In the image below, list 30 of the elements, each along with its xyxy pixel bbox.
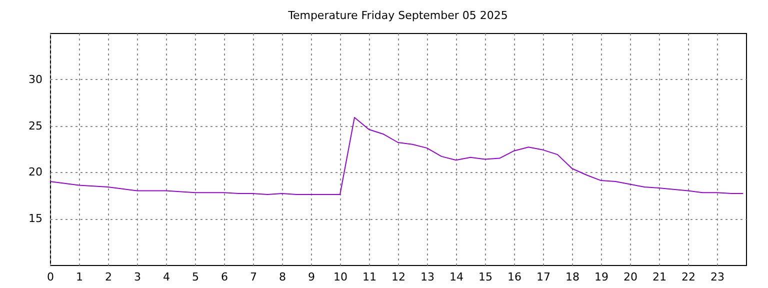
chart-title: Temperature Friday September 05 2025 [287, 9, 508, 22]
y-tick-label: 15 [28, 212, 42, 226]
x-tick-label: 14 [450, 270, 464, 284]
x-tick-label: 4 [163, 270, 170, 284]
x-tick-label: 13 [420, 270, 434, 284]
x-tick-label: 10 [334, 270, 348, 284]
line-series [50, 116, 744, 195]
x-tick-label: 21 [652, 270, 666, 284]
x-tick-label: 15 [478, 270, 492, 284]
x-tick-label: 23 [710, 270, 724, 284]
x-tick-label: 6 [221, 270, 228, 284]
y-tick-label: 30 [28, 72, 42, 86]
x-tick-label: 1 [76, 270, 83, 284]
x-tick-label: 17 [536, 270, 550, 284]
y-tick-label: 20 [28, 166, 42, 179]
x-tick-label: 9 [308, 270, 315, 284]
x-tick-label: 22 [682, 270, 696, 284]
x-tick-label: 8 [279, 270, 286, 284]
x-tick-label: 7 [250, 270, 257, 284]
x-tick-label: 0 [47, 270, 54, 284]
x-tick-label: 11 [362, 270, 376, 284]
x-tick-label: 20 [624, 270, 638, 284]
x-tick-label: 16 [508, 270, 522, 284]
x-tick-label: 12 [392, 270, 406, 284]
x-tick-label: 18 [566, 270, 580, 284]
x-tick-label: 3 [134, 270, 141, 284]
x-tick-label: 2 [105, 270, 112, 284]
x-tick-label: 19 [594, 270, 608, 284]
x-tick-label: 5 [192, 270, 199, 284]
y-tick-label: 25 [28, 119, 42, 132]
